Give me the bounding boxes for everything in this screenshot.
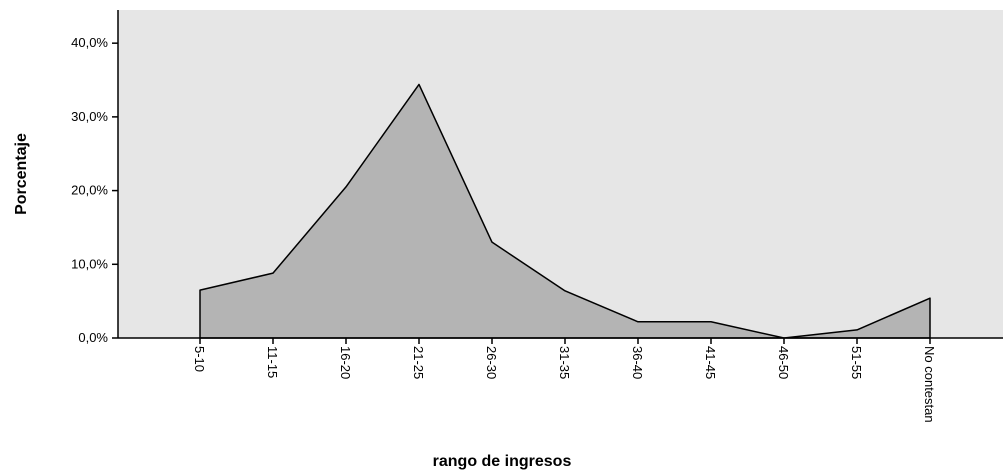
- x-tick-label: 46-50: [776, 346, 791, 379]
- y-axis-title: Porcentaje: [13, 133, 30, 215]
- x-tick-label: 5-10: [192, 346, 207, 372]
- x-tick-label: 21-25: [411, 346, 426, 379]
- y-tick-label: 20,0%: [71, 183, 108, 198]
- y-tick-label: 40,0%: [71, 35, 108, 50]
- x-tick-label: 51-55: [849, 346, 864, 379]
- x-tick-label: 31-35: [557, 346, 572, 379]
- x-tick-label: 36-40: [630, 346, 645, 379]
- area: [199, 83, 931, 339]
- y-tick-label: 30,0%: [71, 109, 108, 124]
- y-tick-label: 0,0%: [78, 330, 108, 345]
- x-tick-label: 41-45: [703, 346, 718, 379]
- x-tick-label: No contestan: [922, 346, 937, 423]
- x-tick-label: 26-30: [484, 346, 499, 379]
- y-tick-label: 10,0%: [71, 256, 108, 271]
- x-tick-label: 16-20: [338, 346, 353, 379]
- x-axis-title: rango de ingresos: [433, 453, 572, 470]
- x-tick-label: 11-15: [265, 346, 280, 378]
